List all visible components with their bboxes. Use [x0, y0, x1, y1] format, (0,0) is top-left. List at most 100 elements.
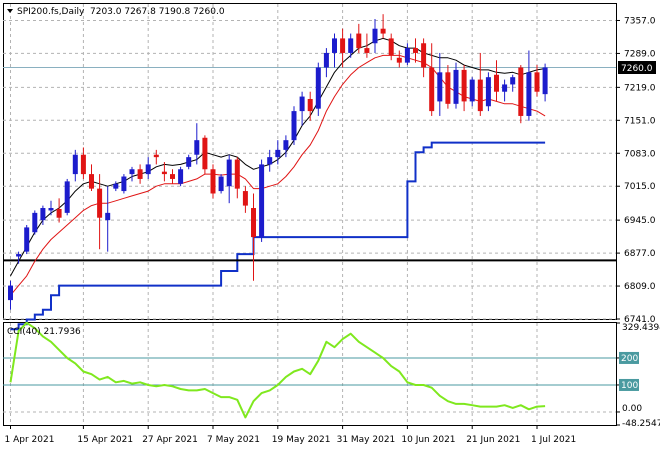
candle	[502, 79, 508, 102]
candle-body	[170, 174, 175, 179]
cci-level-tag	[619, 378, 639, 391]
candle	[323, 48, 329, 78]
candle-body	[364, 48, 370, 53]
candle-body	[469, 79, 475, 102]
candle	[526, 50, 532, 121]
candle-body	[72, 154, 78, 175]
candle	[356, 23, 362, 53]
x-tick-label: 10 Jun 2021	[401, 435, 455, 445]
candle	[8, 280, 13, 310]
candle-body	[518, 67, 524, 116]
candle-body	[485, 77, 491, 107]
candle	[340, 28, 346, 68]
candle-body	[121, 176, 127, 192]
candle	[388, 33, 394, 61]
candle-body	[510, 77, 516, 85]
candle-body	[267, 157, 273, 165]
candle	[413, 38, 418, 63]
candle-body	[380, 28, 386, 34]
candle	[32, 210, 38, 235]
candle-body	[186, 157, 192, 167]
candlestick-series	[8, 14, 548, 310]
candle-body	[323, 52, 329, 68]
candle-body	[161, 171, 167, 175]
candle-body	[421, 43, 427, 68]
candle	[129, 166, 135, 182]
cci-level-tag	[619, 351, 639, 364]
candle-body	[178, 169, 184, 184]
cci-line	[9, 321, 546, 419]
candle	[267, 149, 273, 172]
candle-body	[251, 208, 256, 238]
candle	[485, 72, 491, 112]
current-price-tag: 7260.0	[621, 64, 653, 74]
cci-level-tag-label: 100	[621, 381, 638, 391]
candle-body	[502, 84, 508, 92]
candle-body	[477, 79, 483, 112]
candle-body	[404, 48, 410, 63]
candle	[210, 164, 216, 199]
candle	[24, 224, 30, 255]
candle-body	[105, 212, 111, 221]
y-tick-label: 6877.0	[624, 249, 656, 259]
candle-body	[80, 154, 86, 175]
candle	[429, 43, 435, 116]
price-panel-frame	[3, 3, 617, 320]
candle	[56, 198, 62, 223]
candle	[226, 154, 232, 204]
candle	[16, 251, 22, 264]
x-tick-label: 31 May 2021	[337, 435, 396, 445]
dropdown-triangle-icon[interactable]	[7, 9, 13, 13]
candle	[153, 149, 159, 165]
candle	[348, 33, 354, 58]
candle	[186, 154, 192, 170]
candle	[494, 60, 499, 102]
candle-body	[413, 48, 418, 53]
candle	[242, 186, 248, 213]
candle	[299, 91, 305, 126]
candle-body	[234, 159, 240, 189]
candle	[404, 43, 410, 66]
candle-body	[64, 181, 70, 213]
candle-body	[129, 169, 135, 175]
candle	[161, 161, 167, 182]
candle	[477, 52, 483, 116]
candle	[234, 157, 240, 199]
candle-body	[299, 96, 305, 112]
candle	[275, 140, 281, 165]
y-tick-label: 6945.0	[624, 216, 656, 226]
candle-body	[307, 98, 313, 112]
candle	[170, 169, 175, 184]
x-tick-label: 27 Apr 2021	[142, 435, 198, 445]
candle	[453, 62, 459, 109]
candle-body	[259, 164, 265, 238]
candle	[178, 166, 184, 187]
candle-body	[24, 227, 30, 252]
candle-body	[332, 38, 337, 53]
candle-body	[315, 67, 321, 109]
candle-body	[48, 208, 54, 211]
candle	[437, 52, 443, 116]
candle	[72, 149, 78, 182]
candle	[89, 164, 94, 192]
candle	[534, 65, 540, 97]
candle	[105, 186, 111, 252]
candle	[145, 157, 151, 179]
candle-body	[32, 212, 38, 233]
candle-body	[534, 72, 540, 92]
x-axis-ticks: 1 Apr 2021 15 Apr 2021 27 Apr 2021 7 May 20…	[5, 425, 576, 445]
candle	[218, 174, 224, 194]
y-tick-label: 6809.0	[624, 282, 656, 292]
candle	[137, 164, 143, 184]
candle-body	[242, 191, 248, 206]
candle-body	[396, 57, 402, 63]
candle	[396, 50, 402, 68]
y-tick-label: 7289.0	[624, 49, 656, 59]
x-tick-label: 19 May 2021	[272, 435, 331, 445]
candle	[259, 159, 265, 242]
candle-body	[372, 28, 378, 44]
candle-body	[275, 149, 281, 158]
cci-level-tag-label: 200	[621, 354, 638, 364]
x-tick-label: 1 Apr 2021	[5, 435, 55, 445]
